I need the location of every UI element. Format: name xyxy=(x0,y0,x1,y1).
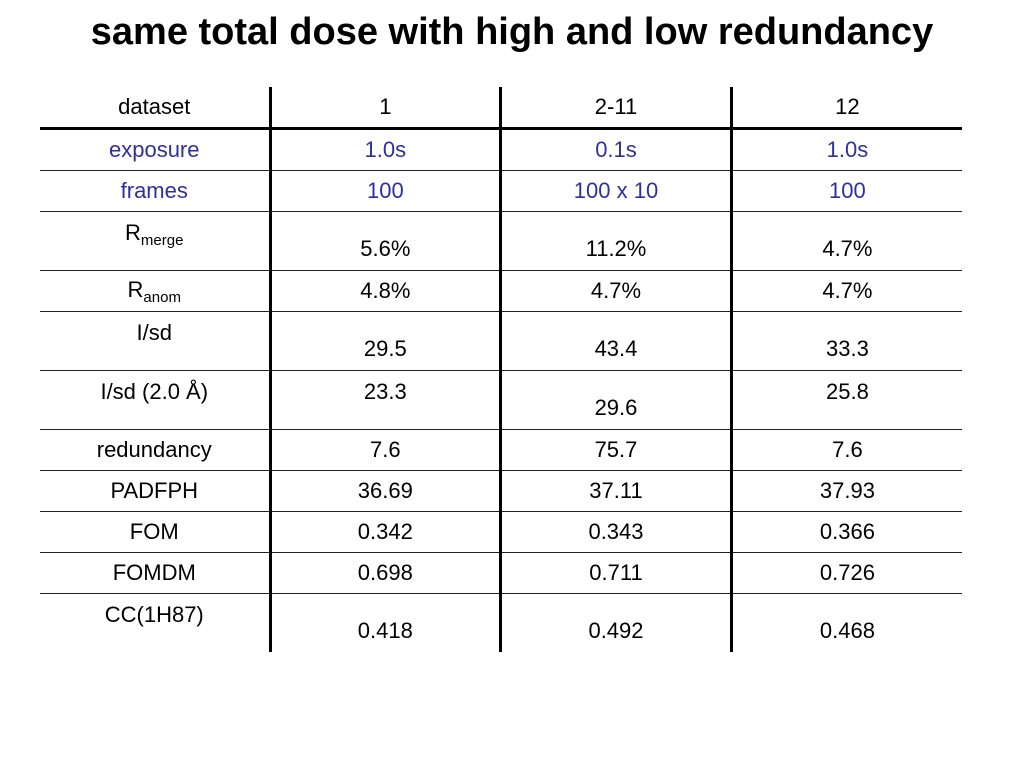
table-cell: 37.11 xyxy=(499,470,732,512)
table-cell: 25.8 xyxy=(729,370,962,430)
table-cell: 100 xyxy=(729,170,962,212)
table-cell: 43.4 xyxy=(499,311,732,371)
row-label-rmerge-subscript: merge xyxy=(140,232,184,249)
table-cell: 4.8% xyxy=(268,270,501,312)
row-label-exposure: exposure xyxy=(40,128,270,171)
table-cell: 0.726 xyxy=(729,552,962,594)
row-label-ranom-main: R xyxy=(127,276,144,302)
table-cell: 0.711 xyxy=(499,552,732,594)
table-row-isd-2a: I/sd (2.0 Å) 23.3 29.6 25.8 xyxy=(40,370,962,430)
table-cell: 29.5 xyxy=(268,311,501,371)
table-cell: 0.342 xyxy=(268,511,501,553)
table-row-rmerge: Rmerge 5.6% 11.2% 4.7% xyxy=(40,211,962,271)
table-cell: 0.1s xyxy=(499,128,732,171)
header-cell-dataset-12: 12 xyxy=(729,87,962,130)
table-row-fom: FOM 0.342 0.343 0.366 xyxy=(40,511,962,553)
row-label-fomdm: FOMDM xyxy=(40,552,270,594)
table-cell: 0.468 xyxy=(729,593,962,652)
table-row-frames: frames 100 100 x 10 100 xyxy=(40,170,962,212)
table-row-cc: CC(1H87) 0.418 0.492 0.468 xyxy=(40,593,962,652)
row-label-rmerge: Rmerge xyxy=(40,211,270,271)
table-cell: 37.93 xyxy=(729,470,962,512)
table-cell: 0.492 xyxy=(499,593,732,652)
table-row-redundancy: redundancy 7.6 75.7 7.6 xyxy=(40,429,962,471)
table-row-fomdm: FOMDM 0.698 0.711 0.726 xyxy=(40,552,962,594)
row-label-ranom: Ranom xyxy=(40,270,270,312)
table-cell: 4.7% xyxy=(729,270,962,312)
row-label-cc: CC(1H87) xyxy=(104,602,204,627)
table-cell: 7.6 xyxy=(729,429,962,471)
table-cell: 100 xyxy=(268,170,501,212)
table-cell: 0.343 xyxy=(499,511,732,553)
table-cell: 1.0s xyxy=(729,128,962,171)
table-cell: 4.7% xyxy=(729,211,962,271)
table-cell: 0.698 xyxy=(268,552,501,594)
table-header-row: dataset 1 2-11 12 xyxy=(40,87,962,130)
table-cell: 0.418 xyxy=(268,593,501,652)
row-label-isd: I/sd xyxy=(40,311,270,371)
table-cell: 11.2% xyxy=(499,211,732,271)
table-cell: 1.0s xyxy=(268,128,501,171)
statistics-table: dataset 1 2-11 12 exposure 1.0s 0.1s 1.0… xyxy=(40,87,962,652)
table-row-padfph: PADFPH 36.69 37.11 37.93 xyxy=(40,470,962,512)
table-cell: 5.6% xyxy=(268,211,501,271)
row-label-padfph: PADFPH xyxy=(40,470,270,512)
row-label-isd-2a: I/sd (2.0 Å) xyxy=(40,370,270,430)
header-cell-dataset-2-11: 2-11 xyxy=(499,87,732,130)
table-row-exposure: exposure 1.0s 0.1s 1.0s xyxy=(40,128,962,171)
table-cell: 0.366 xyxy=(729,511,962,553)
row-label-fom: FOM xyxy=(40,511,270,553)
header-cell-dataset-1: 1 xyxy=(268,87,501,130)
table-cell: 7.6 xyxy=(268,429,501,471)
row-label-redundancy: redundancy xyxy=(40,429,270,471)
row-label-rmerge-main: R xyxy=(125,220,141,245)
table-cell: 100 x 10 xyxy=(499,170,732,212)
table-cell: 36.69 xyxy=(268,470,501,512)
table-row-isd: I/sd 29.5 43.4 33.3 xyxy=(40,311,962,371)
table-cell: 4.7% xyxy=(499,270,732,312)
table-cell: 23.3 xyxy=(268,370,501,430)
header-cell-dataset: dataset xyxy=(40,87,270,130)
row-label-ranom-subscript: anom xyxy=(143,288,181,306)
table-cell: 75.7 xyxy=(499,429,732,471)
table-row-ranom: Ranom 4.8% 4.7% 4.7% xyxy=(40,270,962,312)
page-title: same total dose with high and low redund… xyxy=(90,11,934,53)
table-cell: 33.3 xyxy=(729,311,962,371)
row-label-frames: frames xyxy=(40,170,270,212)
table-cell: 29.6 xyxy=(499,370,732,430)
